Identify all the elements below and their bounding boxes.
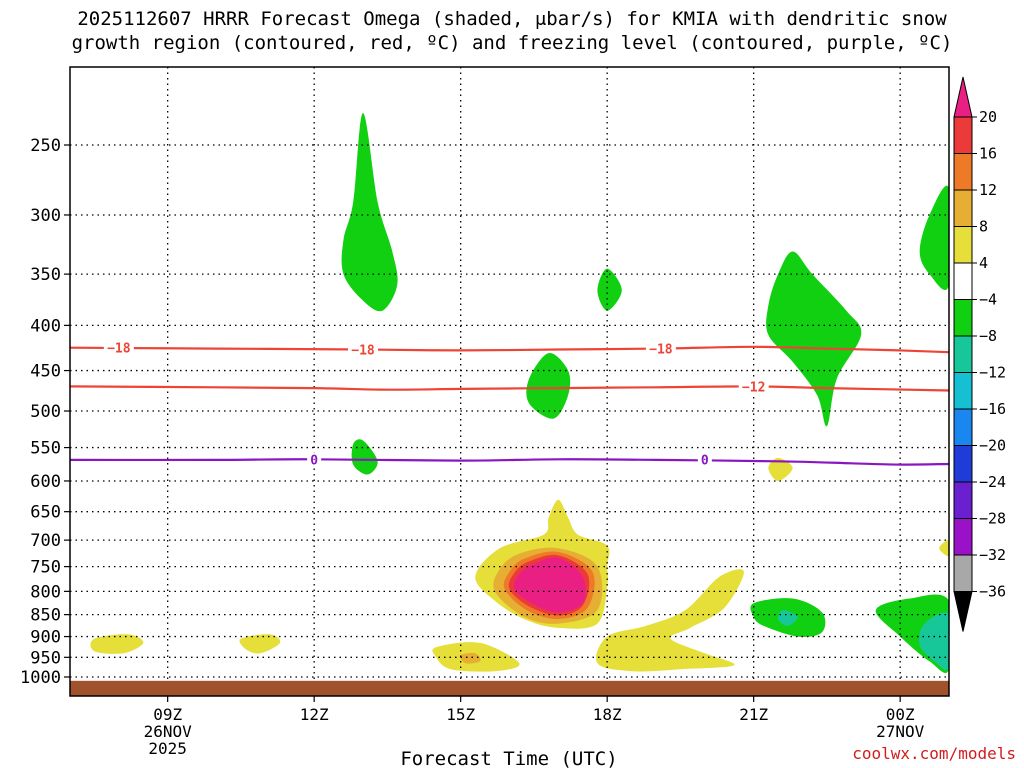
omega-region-descent-950-15z-core <box>460 652 481 664</box>
y-tick-label-750: 750 <box>30 558 61 578</box>
contour-label-bg-4 <box>307 452 322 467</box>
y-tick-label-400: 400 <box>30 316 61 336</box>
x-tick-year-09Z: 2025 <box>148 739 187 758</box>
colorbar-band-0 <box>953 116 973 154</box>
x-tick-date-00Z: 27NOV <box>876 722 925 741</box>
y-tick-label-350: 350 <box>30 265 61 285</box>
colorbar-label-10: −24 <box>979 473 1006 491</box>
contour-label-bg-0 <box>103 340 134 355</box>
surface-terrain <box>70 680 949 696</box>
omega-region-ascent-330-520-22z <box>766 251 862 427</box>
colorbar-band-9 <box>953 445 973 483</box>
chart-title-line-1: 2025112607 HRRR Forecast Omega (shaded, … <box>77 8 947 30</box>
colorbar-label-4: 4 <box>979 254 988 272</box>
y-tick-label-600: 600 <box>30 472 61 492</box>
colorbar-label-5: −4 <box>979 291 997 309</box>
x-tick-label-21Z: 21Z <box>739 705 768 724</box>
chart-title-line-2: growth region (contoured, red, ºC) and f… <box>71 32 953 54</box>
x-tick-label-00Z: 00Z <box>886 705 915 724</box>
omega-region-ascent-350-400-18z <box>597 268 622 311</box>
omega-region-descent-800-17z-peak <box>513 557 586 613</box>
colorbar-band-2 <box>953 189 973 227</box>
y-tick-label-850: 850 <box>30 606 61 626</box>
contour-label-0: −18 <box>107 342 131 357</box>
contour-freezing-level <box>70 458 949 466</box>
colorbar-label-6: −8 <box>979 327 997 345</box>
omega-region-ascent-core-900-00z <box>919 612 949 671</box>
contour-label-3: −12 <box>742 380 765 395</box>
contour-dendritic-top <box>70 345 949 354</box>
colorbar-label-1: 16 <box>979 145 997 163</box>
omega-shading <box>90 113 949 673</box>
y-tick-label-650: 650 <box>30 503 61 523</box>
colorbar-band-3 <box>953 226 973 264</box>
colorbar-label-7: −12 <box>979 364 1006 382</box>
contour-label-4: 0 <box>310 453 318 468</box>
x-tick-label-12Z: 12Z <box>300 705 329 724</box>
colorbar-label-13: −36 <box>979 583 1006 601</box>
colorbar-label-0: 20 <box>979 108 997 126</box>
colorbar-band-12 <box>953 554 973 592</box>
omega-region-descent-570-22z <box>768 457 793 481</box>
credit-text: coolwx.com/models <box>852 744 1016 763</box>
contour-label-bg-5 <box>697 452 712 467</box>
omega-region-descent-720-00z <box>939 539 949 557</box>
y-tick-label-550: 550 <box>30 439 61 459</box>
colorbar-label-9: −20 <box>979 437 1006 455</box>
y-tick-label-950: 950 <box>30 648 61 668</box>
y-tick-label-250: 250 <box>30 136 61 156</box>
plot-frame <box>69 66 950 697</box>
omega-region-ascent-core-850-22z <box>777 610 798 626</box>
omega-region-ascent-280-360-00z <box>919 185 949 291</box>
colorbar-band-8 <box>953 408 973 446</box>
omega-region-descent-900-11z <box>239 634 281 654</box>
y-tick-label-300: 300 <box>30 206 61 226</box>
x-tick-date-09Z: 26NOV <box>144 722 193 741</box>
colorbar-label-11: −28 <box>979 510 1006 528</box>
colorbar-label-12: −32 <box>979 546 1006 564</box>
surface-band <box>70 680 949 696</box>
colorbar: 20 16 12 8 4 −4 −8 −12 −16 −20 −24 −28 −32 −36 <box>953 76 1006 632</box>
temperature-contours: −18 −18 −18 −12 0 0 <box>70 340 949 468</box>
contour-label-bg-3 <box>738 379 769 394</box>
x-axis-label: Forecast Time (UTC) <box>400 748 617 768</box>
contour-label-bg-1 <box>348 342 378 357</box>
colorbar-label-8: −16 <box>979 400 1006 418</box>
x-tick-label-18Z: 18Z <box>593 705 622 724</box>
omega-region-ascent-250-380-13z <box>341 113 398 312</box>
colorbar-label-2: 12 <box>979 181 997 199</box>
omega-region-ascent-540-590-13z <box>351 439 378 475</box>
y-tick-label-800: 800 <box>30 582 61 602</box>
colorbar-band-1 <box>953 153 973 191</box>
y-axis: 2503003504004505005506006507007508008509… <box>20 136 70 688</box>
grid-lines <box>70 67 949 696</box>
y-tick-label-450: 450 <box>30 362 61 382</box>
contour-label-bg-2 <box>645 341 676 356</box>
colorbar-band-4 <box>953 262 973 300</box>
colorbar-band-10 <box>953 481 973 519</box>
contour-label-2: −18 <box>649 343 673 358</box>
colorbar-band-5 <box>953 299 973 337</box>
contour-dendritic-bottom <box>70 385 949 392</box>
colorbar-band-11 <box>953 518 973 556</box>
x-tick-label-15Z: 15Z <box>446 705 475 724</box>
omega-region-ascent-430-510-17z <box>526 352 571 419</box>
colorbar-top-arrow <box>953 76 973 118</box>
colorbar-bottom-arrow <box>953 591 973 632</box>
colorbar-band-6 <box>953 335 973 373</box>
y-tick-label-900: 900 <box>30 628 61 648</box>
y-tick-label-500: 500 <box>30 402 61 422</box>
contour-label-1: −18 <box>351 344 375 359</box>
y-tick-label-1000: 1000 <box>20 668 61 688</box>
x-tick-label-09Z: 09Z <box>153 705 182 724</box>
omega-region-descent-925-08z <box>90 634 144 654</box>
y-tick-label-700: 700 <box>30 531 61 551</box>
omega-region-descent-955-18z <box>596 569 744 672</box>
contour-label-5: 0 <box>701 453 709 468</box>
colorbar-band-7 <box>953 372 973 410</box>
colorbar-label-3: 8 <box>979 218 988 236</box>
